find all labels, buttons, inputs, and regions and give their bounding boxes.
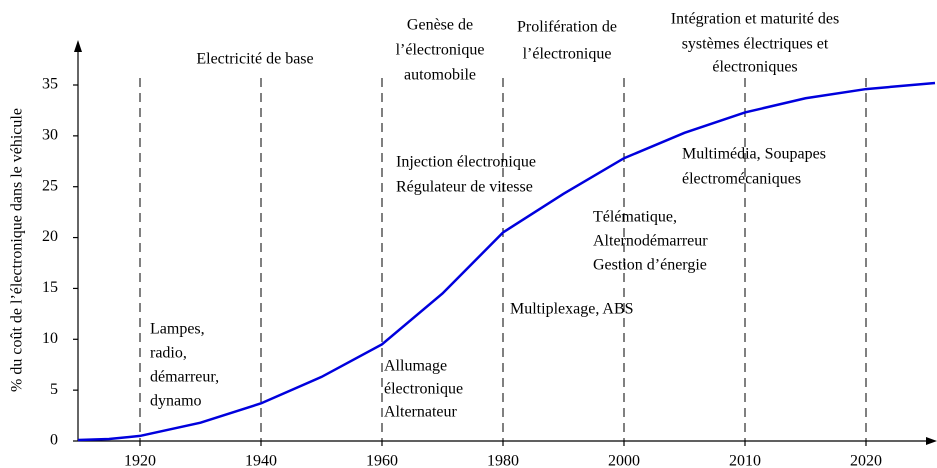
- x-arrow: [926, 437, 937, 445]
- y-tick-label: 10: [42, 330, 58, 347]
- y-tick-label: 15: [42, 279, 58, 296]
- y-tick-label: 20: [42, 228, 58, 245]
- era-label: électroniques: [712, 59, 797, 76]
- annotation: Injection électronique: [396, 154, 536, 171]
- annotation: Allumage: [384, 358, 447, 375]
- era-label: automobile: [404, 67, 476, 84]
- x-tick-label: 1980: [487, 453, 519, 468]
- y-tick-label: 35: [42, 76, 58, 93]
- line: [77, 81, 936, 442]
- x-tick-label: 2010: [729, 453, 761, 468]
- x-tick-label: 1960: [366, 453, 398, 468]
- era-label: systèmes électriques et: [682, 36, 829, 53]
- annotation: Alternodémarreur: [593, 233, 708, 250]
- annotation: Multimédia, Soupapes: [682, 146, 826, 163]
- x-tick-label: 1940: [245, 453, 277, 468]
- annotation: électromécaniques: [682, 171, 801, 188]
- annotation: Alternateur: [384, 404, 458, 421]
- x-tick-label: 1920: [124, 453, 156, 468]
- y-axis-label: % du coût de l’électronique dans le véhi…: [9, 108, 26, 392]
- annotation: Multiplexage, ABS: [510, 301, 634, 318]
- x-tick-label: 2000: [608, 453, 640, 468]
- annotation: Régulateur de vitesse: [396, 179, 533, 196]
- annotation: Lampes,: [150, 321, 205, 338]
- era-label: Intégration et maturité des: [671, 11, 839, 28]
- annotation: démarreur,: [150, 369, 219, 386]
- y-arrow: [74, 40, 82, 52]
- annotation: Télématique,: [593, 209, 677, 226]
- y-tick-label: 5: [50, 381, 58, 398]
- era-label: l’électronique: [396, 42, 485, 59]
- annotation: électronique: [384, 381, 463, 398]
- era-label: Electricité de base: [196, 51, 313, 68]
- y-tick-label: 30: [42, 127, 58, 144]
- era-label: Genèse de: [407, 17, 473, 34]
- annotation: Gestion d’énergie: [593, 257, 707, 274]
- annotation: dynamo: [150, 393, 202, 410]
- y-tick-label: 25: [42, 177, 58, 194]
- era-label: l’électronique: [523, 46, 612, 63]
- y-tick-label: 0: [50, 432, 58, 449]
- x-tick-label: 2020: [850, 453, 882, 468]
- annotation: radio,: [150, 345, 187, 362]
- era-label: Prolifération de: [517, 19, 617, 36]
